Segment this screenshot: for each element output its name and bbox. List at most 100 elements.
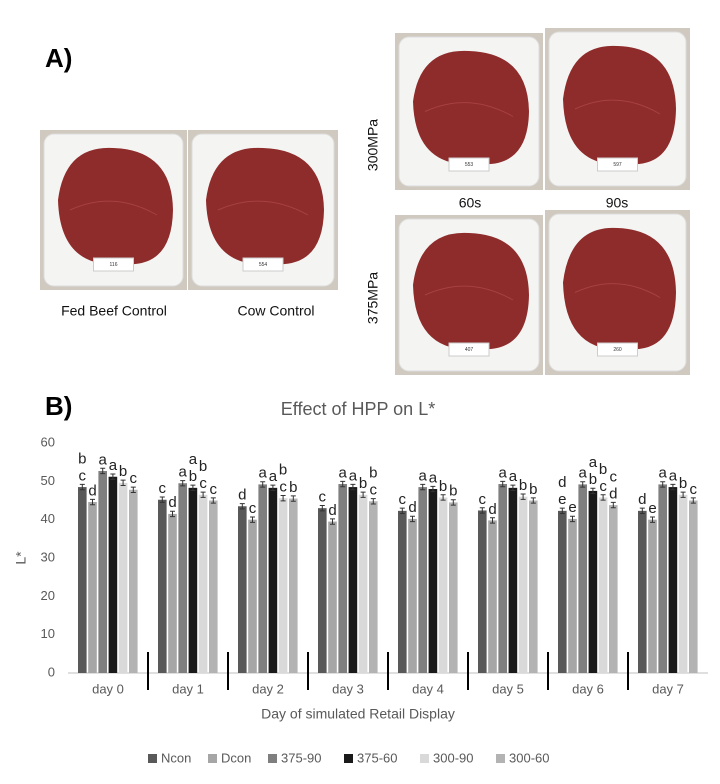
meat (413, 50, 529, 165)
meat-highlight (69, 200, 158, 216)
error-bar (100, 467, 106, 475)
meat-highlight (424, 285, 514, 301)
tray-tag (448, 157, 490, 172)
bar (658, 484, 667, 673)
bar (488, 520, 497, 673)
error-bar (610, 501, 616, 509)
bar (508, 487, 518, 673)
tray-tag (597, 157, 638, 172)
significance-letter: c (479, 491, 487, 508)
legend-swatch (344, 754, 353, 763)
significance-letter: a (109, 457, 118, 474)
significance-letter: d (88, 482, 96, 499)
error-bar (90, 498, 95, 506)
bar (408, 518, 417, 673)
significance-letter: a (99, 451, 108, 468)
significance-letter: b (519, 477, 527, 494)
significance-letter: c (399, 491, 407, 508)
legend-label: 300-60 (509, 750, 549, 765)
column-label: 90s (606, 195, 629, 211)
bar (578, 484, 587, 673)
significance-letter: d (168, 494, 176, 511)
legend-swatch (420, 754, 429, 763)
panel-label: B) (45, 391, 72, 421)
row-label: 375MPa (365, 272, 381, 324)
bar (258, 484, 267, 673)
x-tick-label: day 5 (492, 681, 524, 696)
x-tick-label: day 2 (252, 681, 284, 696)
error-bar (270, 484, 276, 492)
legend-label: 375-90 (281, 750, 321, 765)
error-bar (250, 516, 255, 523)
significance-letter: d (488, 501, 496, 518)
error-bar (170, 510, 175, 518)
tray-tag-text: 116 (110, 262, 118, 268)
bar (518, 496, 528, 673)
error-bar (590, 487, 596, 495)
significance-letter: a (579, 465, 588, 482)
y-tick-label: 30 (41, 549, 55, 564)
significance-letter: b (679, 475, 687, 492)
tray-tag-text: 554 (259, 262, 268, 268)
error-bar (350, 483, 356, 491)
significance-letter: d (638, 491, 646, 508)
significance-letter: e (648, 500, 656, 517)
x-tick-label: day 3 (332, 681, 364, 696)
bar (428, 489, 438, 673)
error-bar (450, 499, 456, 506)
error-bar (600, 494, 606, 501)
significance-letter: a (669, 467, 678, 484)
bar (609, 505, 618, 673)
error-bar (360, 491, 366, 498)
significance-letter: d (328, 502, 336, 519)
bar (129, 489, 138, 673)
significance-letter: c (319, 488, 327, 505)
error-bar (520, 493, 526, 500)
y-tick-label: 20 (41, 588, 55, 603)
significance-letter: e (568, 499, 576, 516)
significance-letter: a (419, 467, 428, 484)
row-label: 300MPa (365, 119, 381, 171)
x-tick-label: day 4 (412, 681, 444, 696)
meat (563, 227, 676, 350)
error-bar (180, 480, 186, 487)
bar (449, 502, 458, 673)
error-bar (200, 491, 206, 498)
error-bar (130, 486, 136, 493)
error-bar (410, 515, 415, 523)
bar (358, 494, 368, 673)
error-bar (650, 516, 655, 523)
significance-letter: b (529, 481, 537, 498)
chart-title: Effect of HPP on L* (281, 399, 435, 419)
x-tick-label: day 0 (92, 681, 124, 696)
y-tick-label: 50 (41, 473, 55, 488)
y-tick-label: 60 (41, 434, 55, 449)
error-bar (490, 517, 495, 524)
significance-letter: c (130, 470, 138, 487)
bar (198, 494, 208, 673)
bar (598, 497, 608, 673)
error-bar (420, 483, 426, 491)
bar (689, 500, 698, 673)
tray-tag (242, 257, 284, 272)
error-bar (159, 496, 165, 503)
significance-letter: a (499, 464, 508, 481)
significance-letter: a (179, 464, 188, 481)
error-bar (680, 491, 686, 498)
bar (438, 497, 448, 673)
legend-swatch (268, 754, 277, 763)
significance-letter: c (249, 500, 257, 517)
significance-letter: c (159, 480, 167, 497)
bar (529, 500, 538, 673)
significance-letter: b (119, 463, 127, 480)
bar (238, 506, 247, 673)
bar (168, 513, 177, 673)
error-bar (440, 494, 446, 501)
x-tick-label: day 6 (572, 681, 604, 696)
significance-letter: d (238, 487, 246, 504)
